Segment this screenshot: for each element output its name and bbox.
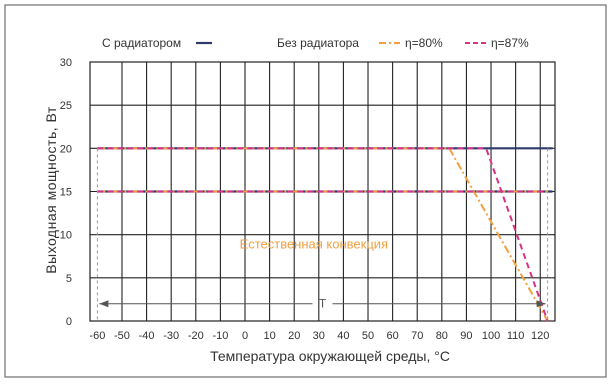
y-tick-label: 30 bbox=[60, 57, 72, 69]
natural-convection-label: Естественная конвекция bbox=[240, 236, 388, 251]
y-tick-label: 5 bbox=[66, 273, 72, 285]
x-tick-label: 70 bbox=[411, 330, 423, 342]
x-tick-label: 10 bbox=[263, 330, 275, 342]
x-tick-label: -10 bbox=[212, 330, 228, 342]
x-tick-label: -20 bbox=[188, 330, 204, 342]
y-tick-label: 25 bbox=[60, 100, 72, 112]
x-tick-label: 90 bbox=[460, 330, 472, 342]
x-tick-label: -60 bbox=[89, 330, 105, 342]
x-tick-label: 40 bbox=[337, 330, 349, 342]
y-tick-label: 15 bbox=[60, 187, 72, 199]
x-tick-label: -30 bbox=[163, 330, 179, 342]
series-line-1-0 bbox=[97, 147, 549, 322]
y-tick-label: 0 bbox=[66, 316, 72, 328]
legend-label-eta87: η=87% bbox=[491, 36, 529, 50]
range-arrowhead-left bbox=[99, 300, 109, 308]
x-tick-label: 120 bbox=[531, 330, 549, 342]
x-tick-label: -50 bbox=[114, 330, 130, 342]
x-axis-title: Температура окружающей среды, °С bbox=[210, 348, 450, 364]
x-tick-label: 60 bbox=[386, 330, 398, 342]
range-arrow-label: T bbox=[319, 297, 327, 311]
x-tick-label: 110 bbox=[507, 330, 525, 342]
y-tick-label: 10 bbox=[60, 230, 72, 242]
axis-layer: -60 -50 -40 -30 -20 -10 0 10 20 30 40 50 60 70 80 90 100… bbox=[60, 57, 556, 342]
series-layer bbox=[97, 147, 553, 322]
x-tick-label: 80 bbox=[436, 330, 448, 342]
range-arrowhead-right bbox=[536, 300, 546, 308]
x-tick-label: 20 bbox=[288, 330, 300, 342]
x-tick-label: 50 bbox=[362, 330, 374, 342]
legend-label-with-radiator: С радиатором bbox=[102, 36, 181, 50]
x-tick-label: -40 bbox=[139, 330, 155, 342]
annotation-layer: Естественная конвекция T bbox=[96, 148, 549, 321]
legend: С радиатором Без радиатора η=80% η=87% bbox=[102, 36, 529, 50]
x-tick-label: 0 bbox=[242, 330, 248, 342]
plot-frame bbox=[89, 61, 556, 322]
series-line-2-0 bbox=[97, 147, 549, 322]
y-tick-label: 20 bbox=[60, 143, 72, 155]
x-tick-label: 30 bbox=[313, 330, 325, 342]
legend-label-without-radiator: Без радиатора bbox=[277, 36, 359, 50]
legend-label-eta80: η=80% bbox=[405, 36, 443, 50]
x-tick-label: 100 bbox=[482, 330, 500, 342]
y-axis-title: Выходная мощность, Вт bbox=[43, 106, 59, 274]
